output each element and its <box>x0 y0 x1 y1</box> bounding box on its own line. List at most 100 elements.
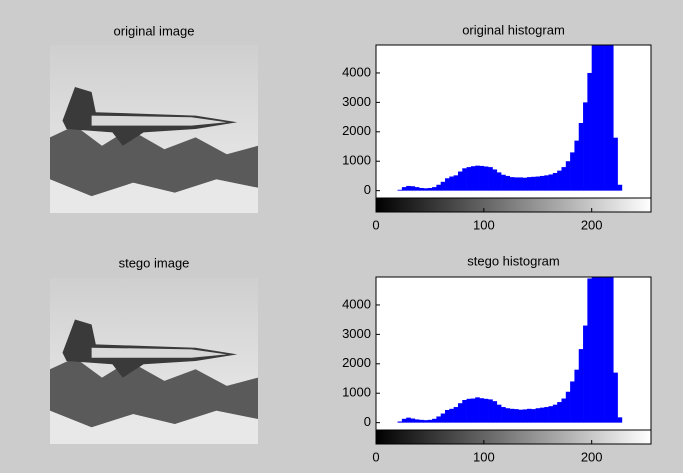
histogram-bar <box>526 408 532 423</box>
histogram-bar <box>440 181 446 191</box>
image <box>50 45 258 213</box>
histogram-bar <box>479 398 485 423</box>
image-airplane-body <box>91 115 227 126</box>
x-tick-label: 0 <box>372 449 379 464</box>
histogram-bar <box>608 45 614 191</box>
histogram-bar <box>449 176 454 191</box>
y-tick-label: 0 <box>364 414 371 429</box>
histogram-bar <box>578 349 584 423</box>
histogram-bar <box>470 166 476 191</box>
x-tick-label: 0 <box>372 217 379 232</box>
y-tick-label: 2000 <box>342 123 371 138</box>
histogram-bar <box>570 152 575 191</box>
histogram-bar <box>483 398 489 423</box>
histogram-bar <box>514 409 519 423</box>
histogram-bar <box>514 177 519 191</box>
histogram-bar <box>466 398 472 423</box>
histogram-bar <box>539 407 545 423</box>
x-tick-label: 100 <box>473 217 495 232</box>
y-tick-label: 1000 <box>342 385 371 400</box>
histogram-bar <box>617 417 623 423</box>
histogram-bar <box>548 406 554 423</box>
histogram-bar <box>608 277 614 423</box>
histogram-bar <box>539 175 545 191</box>
image-airplane <box>62 87 238 146</box>
histogram-bar <box>440 413 446 423</box>
image-snow <box>50 410 258 444</box>
histogram-bar <box>414 187 420 191</box>
histogram-bar <box>432 418 437 423</box>
y-tick-label: 4000 <box>342 64 371 79</box>
y-tick-label: 3000 <box>342 326 371 341</box>
histogram-bar <box>565 161 571 191</box>
histogram-bar <box>479 165 485 191</box>
histogram-bar <box>462 399 467 423</box>
histogram-bar <box>505 175 511 191</box>
histogram-bar <box>397 189 403 191</box>
histogram-bar <box>544 407 549 423</box>
y-tick-label: 1000 <box>342 153 371 168</box>
image-mountains <box>50 125 258 197</box>
histogram-bar <box>423 420 429 423</box>
histogram-bar <box>522 409 528 423</box>
histogram-bar <box>488 399 493 423</box>
histogram-bar <box>531 176 536 191</box>
histogram-bar <box>414 419 420 423</box>
y-tick-label: 2000 <box>342 355 371 370</box>
histogram-bar <box>436 416 442 423</box>
histogram-bar <box>557 402 562 423</box>
histogram-bar <box>457 403 463 423</box>
histogram-bar <box>509 177 515 191</box>
histogram-bar <box>570 381 575 423</box>
histogram-bar <box>496 404 502 423</box>
histogram-bar <box>535 408 541 423</box>
histogram-bar <box>445 178 450 191</box>
histogram-bar <box>449 408 454 423</box>
histogram-bar <box>492 401 498 423</box>
histogram-bar <box>406 417 411 423</box>
histogram-bar <box>552 404 558 423</box>
histogram-bar <box>501 174 506 191</box>
histogram-bar <box>522 177 528 191</box>
histogram-bar <box>535 176 541 191</box>
histogram-bar <box>604 45 610 191</box>
histogram-bar <box>475 397 480 423</box>
histogram-bar <box>475 165 480 191</box>
histogram-bar <box>410 418 416 423</box>
histogram-bar <box>574 369 580 423</box>
panel-title: stego image <box>119 255 190 270</box>
histogram-bar <box>596 277 601 423</box>
bars <box>397 277 623 423</box>
histogram-bar <box>574 140 580 191</box>
histogram-bar <box>578 122 584 191</box>
histogram-bar <box>423 188 429 191</box>
histogram-bar <box>518 177 523 191</box>
histogram-bar <box>401 418 407 423</box>
histogram-bar <box>613 137 618 191</box>
panel-title: stego histogram <box>467 253 560 268</box>
histogram-bar <box>526 177 532 191</box>
histogram-bar <box>604 277 610 423</box>
histogram-bar <box>466 167 472 191</box>
x-tick-label: 100 <box>473 449 495 464</box>
histogram-bar <box>457 171 463 191</box>
histogram-bar <box>397 421 403 423</box>
x-tick-label: 200 <box>581 449 603 464</box>
histogram-bar <box>591 277 597 423</box>
histogram-bar <box>445 409 450 423</box>
histogram-bar <box>531 409 536 423</box>
histogram-bar <box>470 398 476 423</box>
histogram-bar <box>518 409 523 423</box>
panel-title: original image <box>114 23 195 38</box>
colorbar <box>375 197 652 213</box>
y-tick-label: 4000 <box>342 296 371 311</box>
image-mountains <box>50 357 258 428</box>
histogram-bar <box>462 168 467 191</box>
histogram-bar <box>427 187 433 191</box>
y-tick-label: 0 <box>364 182 371 197</box>
histogram-bar <box>505 408 511 423</box>
histogram-bar <box>596 45 601 191</box>
histogram-bar <box>583 102 588 191</box>
histogram-bar <box>509 408 515 423</box>
